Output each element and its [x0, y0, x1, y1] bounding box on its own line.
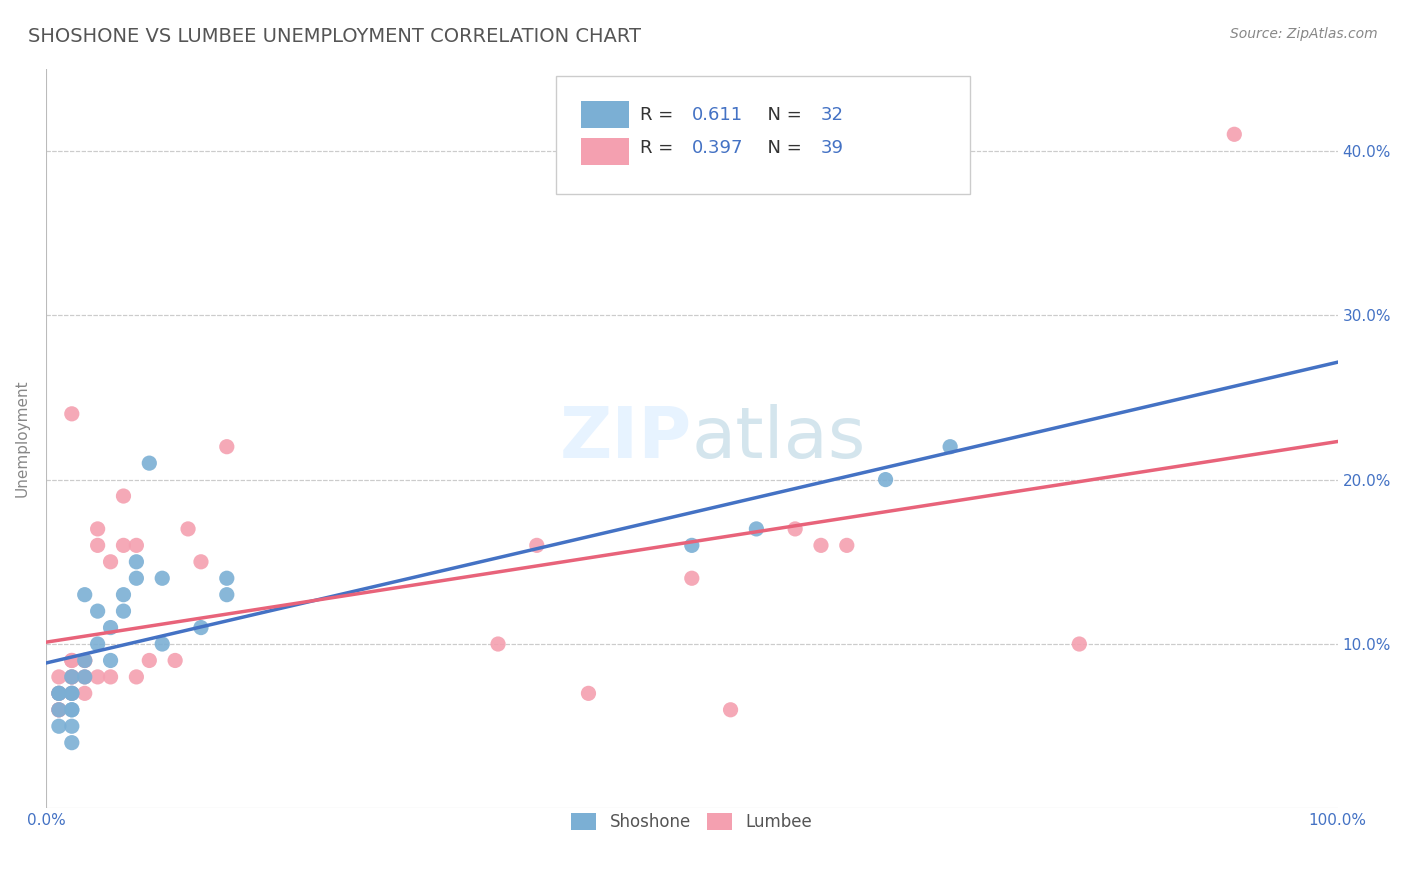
Text: Source: ZipAtlas.com: Source: ZipAtlas.com [1230, 27, 1378, 41]
Text: atlas: atlas [692, 404, 866, 473]
Point [112, 588, 135, 602]
Point [190, 555, 212, 569]
Point [1069, 637, 1091, 651]
Point [875, 473, 897, 487]
Point [60, 653, 83, 667]
Point [112, 489, 135, 503]
Text: R =: R = [640, 139, 679, 157]
FancyBboxPatch shape [581, 138, 628, 165]
Point [86, 637, 108, 651]
Point [785, 522, 807, 536]
Point [100, 653, 122, 667]
Legend: Shoshone, Lumbee: Shoshone, Lumbee [558, 799, 825, 845]
Point [73, 653, 96, 667]
Point [60, 703, 83, 717]
Point [100, 555, 122, 569]
Point [73, 670, 96, 684]
Text: 39: 39 [821, 139, 844, 157]
Point [60, 670, 83, 684]
Point [73, 670, 96, 684]
Point [60, 719, 83, 733]
Point [48, 686, 70, 700]
Point [125, 555, 148, 569]
Point [125, 571, 148, 585]
Point [86, 604, 108, 618]
Point [60, 407, 83, 421]
Point [138, 456, 160, 470]
Point [73, 686, 96, 700]
Text: ZIP: ZIP [560, 404, 692, 473]
Point [190, 621, 212, 635]
Point [48, 686, 70, 700]
Point [138, 653, 160, 667]
Point [720, 703, 742, 717]
Text: 32: 32 [821, 106, 844, 124]
Point [112, 604, 135, 618]
Text: 0.611: 0.611 [692, 106, 742, 124]
Text: R =: R = [640, 106, 679, 124]
Point [100, 670, 122, 684]
Point [810, 538, 832, 552]
Point [215, 440, 238, 454]
Point [60, 686, 83, 700]
Text: SHOSHONE VS LUMBEE UNEMPLOYMENT CORRELATION CHART: SHOSHONE VS LUMBEE UNEMPLOYMENT CORRELAT… [28, 27, 641, 45]
FancyBboxPatch shape [581, 101, 628, 128]
Point [73, 588, 96, 602]
Point [1223, 128, 1246, 142]
Point [100, 621, 122, 635]
Point [48, 686, 70, 700]
Point [86, 538, 108, 552]
Point [578, 686, 600, 700]
Point [86, 522, 108, 536]
Point [73, 653, 96, 667]
Point [60, 703, 83, 717]
FancyBboxPatch shape [557, 76, 970, 194]
Point [215, 588, 238, 602]
Point [60, 670, 83, 684]
Text: N =: N = [756, 106, 808, 124]
Point [939, 440, 962, 454]
Point [60, 686, 83, 700]
Point [526, 538, 548, 552]
Point [48, 719, 70, 733]
Point [48, 703, 70, 717]
Text: N =: N = [756, 139, 808, 157]
Point [165, 653, 187, 667]
Point [48, 703, 70, 717]
Point [681, 571, 703, 585]
Point [835, 538, 858, 552]
Point [48, 703, 70, 717]
Point [177, 522, 200, 536]
Point [86, 670, 108, 684]
Y-axis label: Unemployment: Unemployment [15, 380, 30, 498]
Point [486, 637, 509, 651]
Point [60, 670, 83, 684]
Point [125, 670, 148, 684]
Text: 0.397: 0.397 [692, 139, 744, 157]
Point [60, 736, 83, 750]
Point [745, 522, 768, 536]
Point [48, 670, 70, 684]
Point [150, 637, 173, 651]
Point [681, 538, 703, 552]
Point [112, 538, 135, 552]
Point [60, 686, 83, 700]
Point [150, 571, 173, 585]
Point [60, 653, 83, 667]
Point [215, 571, 238, 585]
Point [73, 653, 96, 667]
Point [48, 686, 70, 700]
Point [125, 538, 148, 552]
